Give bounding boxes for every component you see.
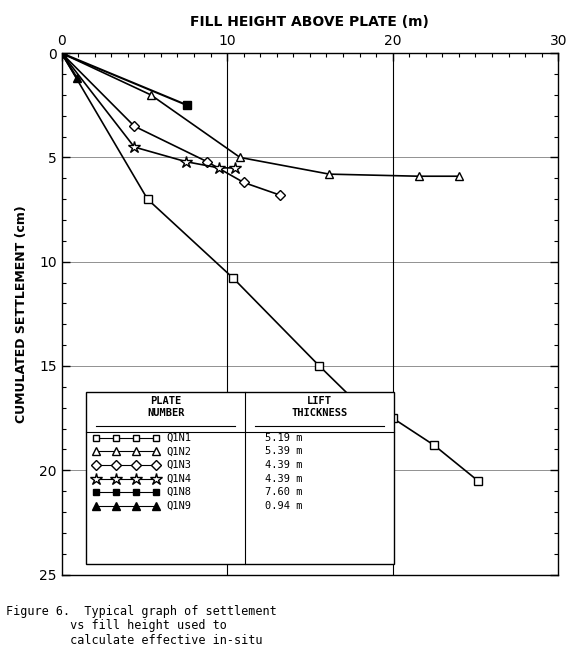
Text: PLATE: PLATE: [150, 396, 182, 406]
Y-axis label: CUMULATED SETTLEMENT (cm): CUMULATED SETTLEMENT (cm): [15, 205, 28, 422]
Text: 4.39 m: 4.39 m: [265, 460, 303, 470]
Text: 7.60 m: 7.60 m: [265, 487, 303, 497]
Bar: [87, 392, 395, 564]
Text: 0.94 m: 0.94 m: [265, 500, 303, 511]
Text: 4.39 m: 4.39 m: [265, 474, 303, 484]
Text: 5.19 m: 5.19 m: [265, 433, 303, 443]
Text: Q1N2: Q1N2: [166, 447, 191, 456]
Text: Q1N8: Q1N8: [166, 487, 191, 497]
Text: Figure 6.  Typical graph of settlement
         vs fill height used to
         : Figure 6. Typical graph of settlement vs…: [6, 604, 276, 650]
Text: Q1N3: Q1N3: [166, 460, 191, 470]
Text: Q1N4: Q1N4: [166, 474, 191, 484]
Text: LIFT: LIFT: [307, 396, 332, 406]
Text: Q1N9: Q1N9: [166, 500, 191, 511]
Text: THICKNESS: THICKNESS: [292, 408, 348, 418]
Text: 5.39 m: 5.39 m: [265, 447, 303, 456]
X-axis label: FILL HEIGHT ABOVE PLATE (m): FILL HEIGHT ABOVE PLATE (m): [190, 15, 430, 29]
Text: Q1N1: Q1N1: [166, 433, 191, 443]
Text: NUMBER: NUMBER: [147, 408, 184, 418]
